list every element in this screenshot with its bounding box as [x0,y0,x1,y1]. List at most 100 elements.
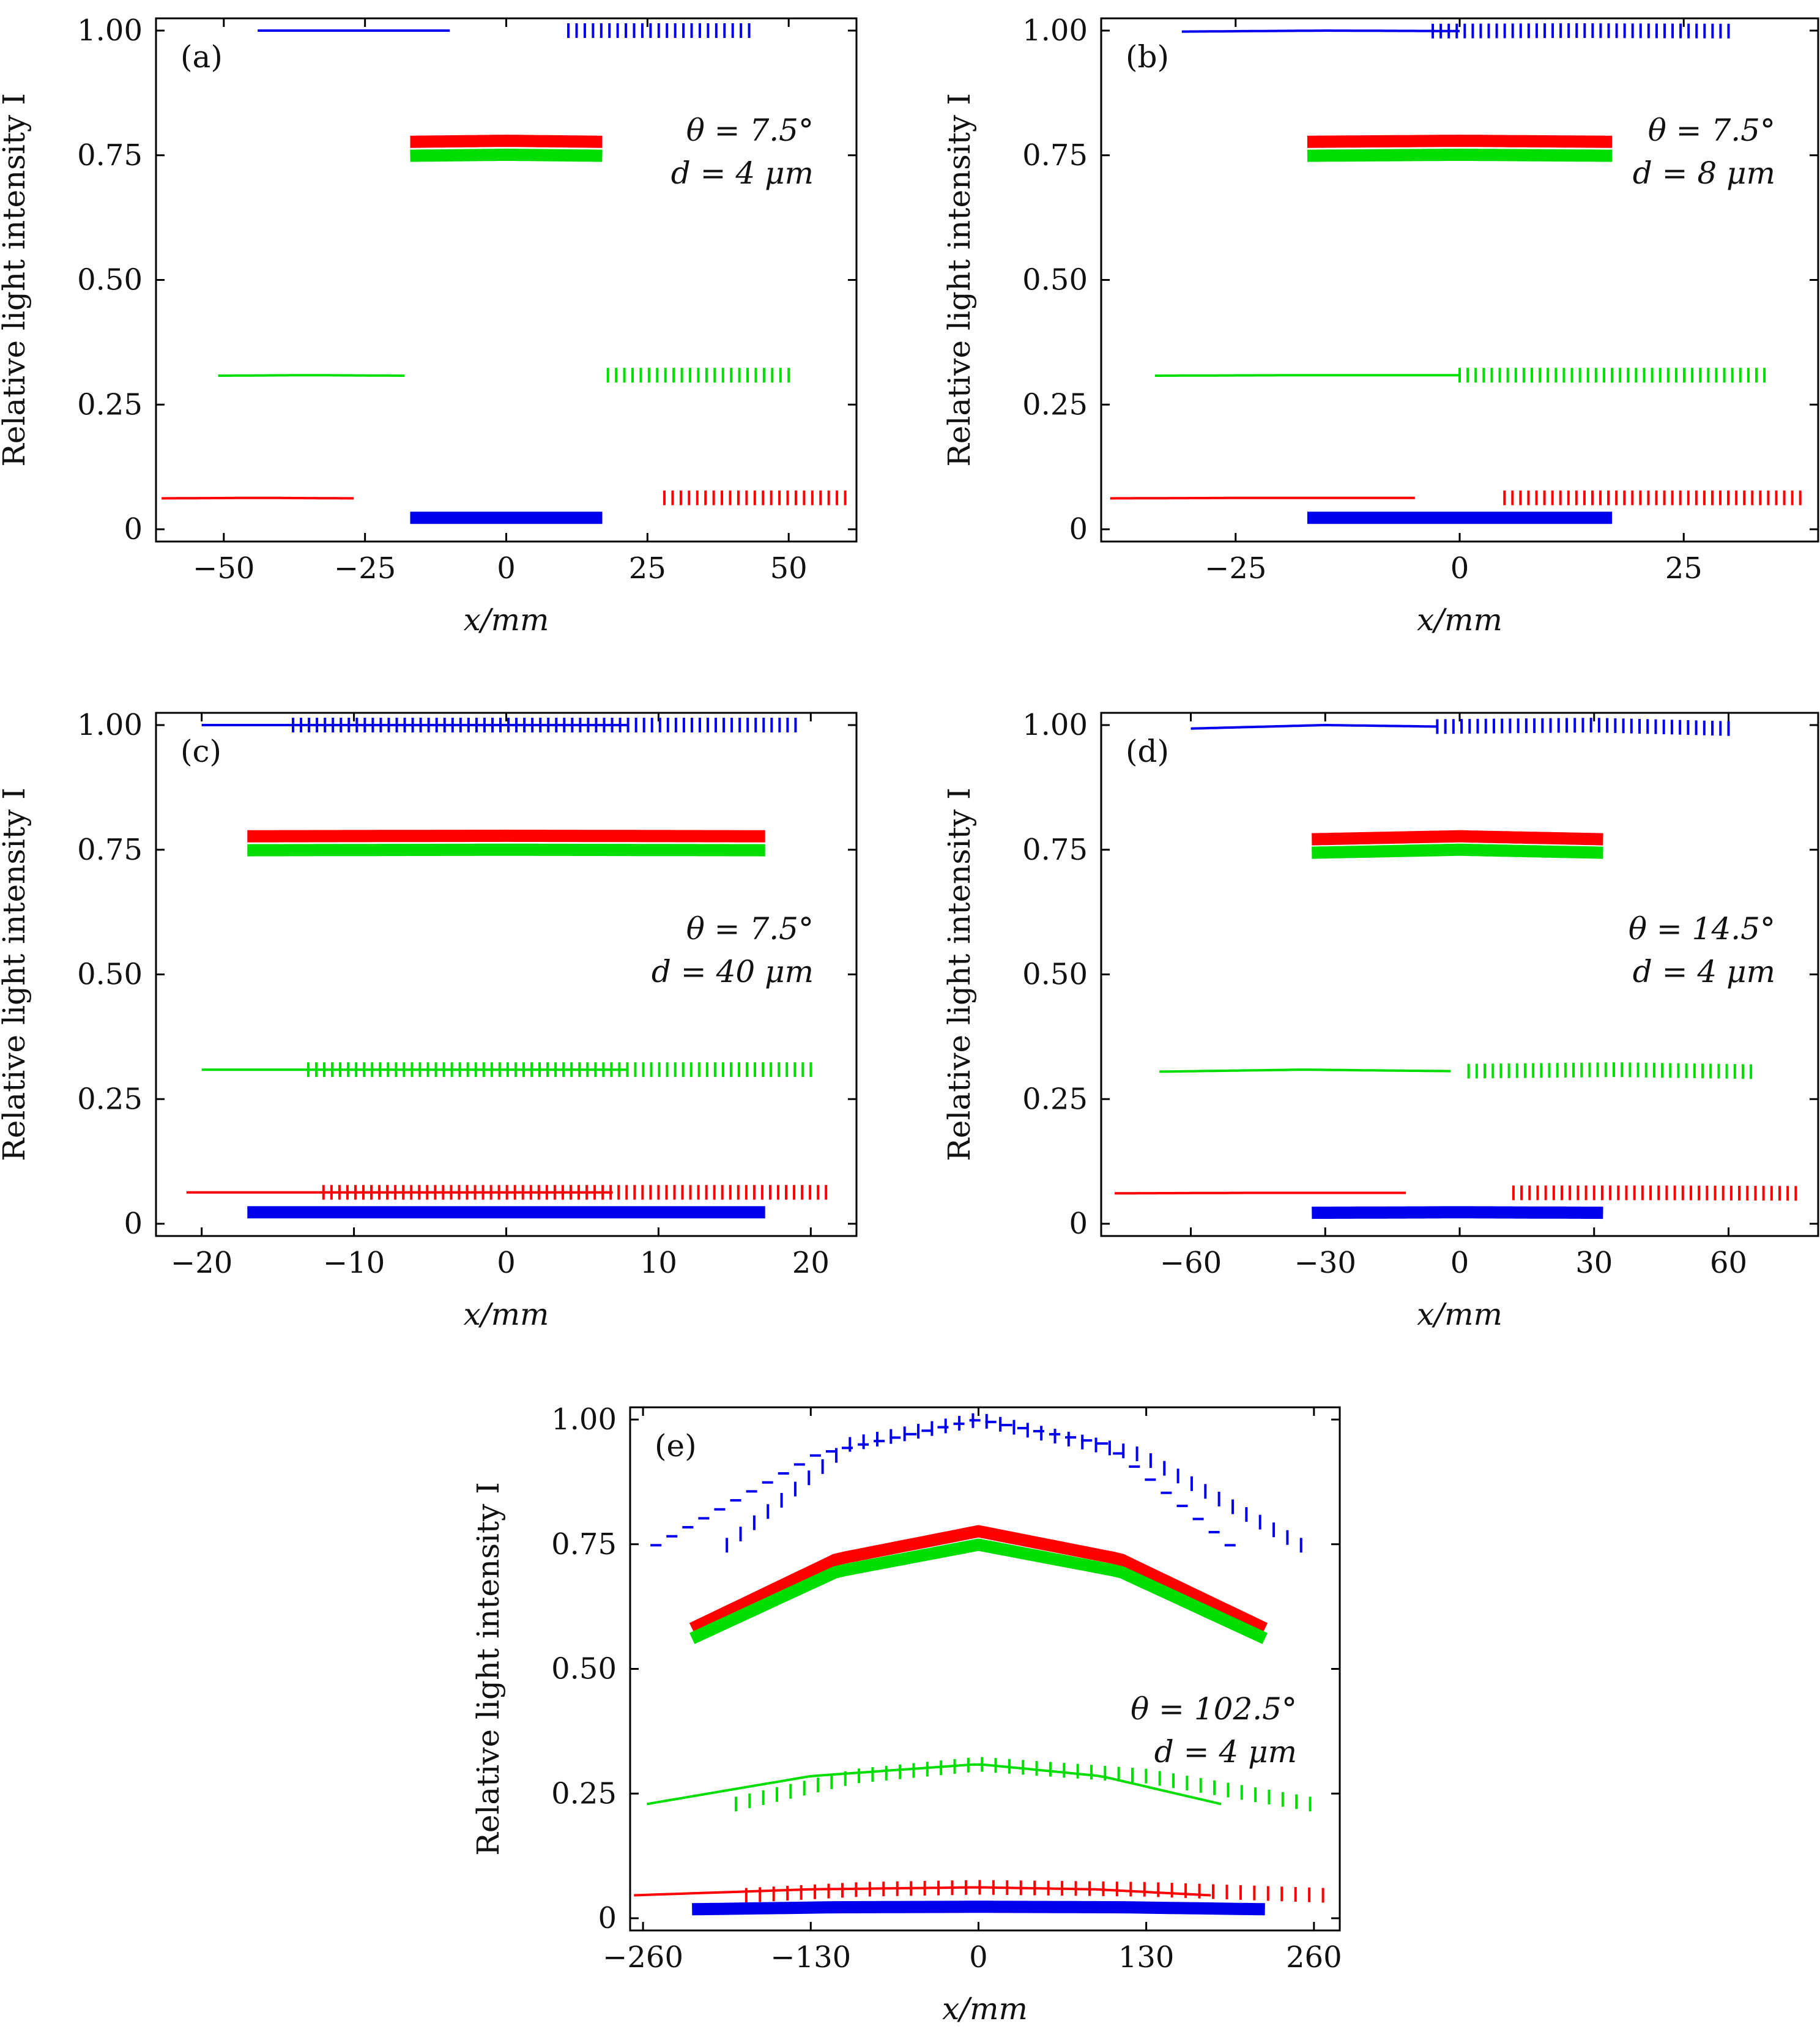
y-tick-label: 0.75 [1022,833,1088,867]
series-0 [1190,723,1438,730]
panel-c: −20 −10 0 10 20 0 0.25 0.50 0.75 1.00 x/mm Relative… [0,708,858,1332]
series-line [1307,135,1613,148]
y-tick-label: 0.25 [77,1082,143,1116]
x-tick-label: 0 [497,551,516,586]
x-tick-label: −30 [1294,1246,1356,1280]
x-tick-label: 0 [969,1940,988,1975]
x-axis-label: x/mm [942,1991,1028,2027]
panel-label: (d) [1126,734,1169,769]
y-tick-label: 0.50 [77,958,143,992]
series-line [1110,496,1415,500]
series-5 [306,1062,812,1078]
x-tick-label: −50 [193,551,254,586]
annotation-line: d = 4 μm [1154,1734,1297,1770]
y-tick-label: 0 [124,512,143,546]
x-tick-label: 60 [1710,1246,1747,1280]
annotation-line: θ = 7.5° [1648,113,1775,148]
panel-label: (e) [655,1428,697,1464]
x-tick-label: −20 [171,1246,232,1280]
series-line [410,148,603,162]
x-tick-label: 25 [1665,551,1703,586]
series-3 [410,148,603,162]
series-line [1312,1206,1603,1219]
series-line [1307,148,1613,162]
y-tick-label: 1.00 [1022,708,1088,742]
panel-e: −260 −130 0 130 260 0 0.25 0.50 0.75 1.00 x/mm Rela… [470,1402,1342,2027]
y-tick-label: 0.50 [77,263,143,297]
series-7 [745,1880,1324,1903]
y-tick-label: 0.75 [551,1527,617,1562]
series-3 [1312,843,1603,859]
panel-b: −25 0 25 0 0.25 0.50 0.75 1.00 x/mm Relative ligh… [942,13,1819,638]
plot-frame [1100,17,1819,543]
panel-label: (b) [1126,39,1169,75]
x-tick-label: −130 [770,1940,851,1975]
y-tick-label: 0.75 [1022,138,1088,173]
y-tick-label: 1.00 [77,13,143,48]
x-tick-label: 0 [1450,1246,1469,1280]
series-3 [1307,148,1613,162]
annotation-line: d = 40 μm [652,954,814,989]
y-tick-label: 0 [598,1901,617,1935]
series-line [410,135,603,148]
y-tick-label: 1.00 [551,1402,617,1437]
y-tick-label: 0.25 [1022,1082,1088,1116]
series-6 [634,1886,1211,1897]
series-line [689,1525,1268,1634]
panel-a: −50 −25 0 25 50 0 0.25 0.50 0.75 1.00 x/mm Relative… [0,13,858,638]
x-tick-label: −60 [1160,1246,1222,1280]
y-axis-label: Relative light intensity I [942,787,977,1161]
annotation-line: d = 8 μm [1633,155,1775,191]
x-tick-label: −25 [334,551,396,586]
x-axis-label: x/mm [1417,602,1502,638]
series-2 [1307,135,1613,148]
series-0 [650,1419,1236,1547]
series-1 [1432,23,1730,39]
y-axis-label: Relative light intensity I [0,787,32,1161]
series-5 [1467,1062,1753,1079]
series-line [1159,1068,1451,1073]
y-tick-label: 0.25 [77,387,143,422]
series-line [1115,1191,1406,1195]
y-tick-label: 0.75 [77,138,143,173]
series-line [689,1538,1268,1644]
series-3 [689,1538,1268,1644]
x-axis-label: x/mm [1417,1297,1502,1332]
series-0 [1181,29,1460,33]
y-tick-label: 0 [1069,1207,1088,1241]
y-tick-label: 0 [1069,512,1088,546]
series-7 [1503,490,1802,505]
series-line [247,843,765,857]
series-5 [734,1757,1312,1812]
series-8 [1312,1206,1603,1219]
series-line [1154,374,1460,377]
series-2 [1312,830,1603,846]
y-axis-label: Relative light intensity I [470,1482,506,1856]
series-2 [410,135,603,148]
annotation-line: θ = 14.5° [1629,911,1775,947]
x-tick-label: 50 [770,551,808,586]
series-line [1190,723,1438,730]
plot-frame [629,1406,1341,1932]
x-tick-label: 130 [1118,1940,1175,1975]
series-3 [247,843,765,857]
series-7 [663,490,847,505]
series-1 [292,718,797,732]
series-5 [606,368,790,383]
x-axis-label: x/mm [464,1297,549,1332]
y-tick-label: 1.00 [77,708,143,742]
series-8 [692,1900,1265,1916]
y-tick-label: 0.50 [1022,958,1088,992]
y-tick-label: 0.25 [551,1776,617,1811]
y-axis-label: Relative light intensity I [942,93,977,467]
series-line [647,1763,1222,1806]
panel-d: −60 −30 0 30 60 0 0.25 0.50 0.75 1.00 x/mm Relative… [942,708,1819,1332]
panel-label: (a) [180,39,223,75]
series-line [634,1886,1211,1897]
y-tick-label: 0.75 [77,833,143,867]
annotation-line: θ = 102.5° [1131,1691,1297,1727]
y-tick-label: 0.25 [1022,387,1088,422]
y-tick-label: 0 [124,1207,143,1241]
x-tick-label: 260 [1286,1940,1342,1975]
